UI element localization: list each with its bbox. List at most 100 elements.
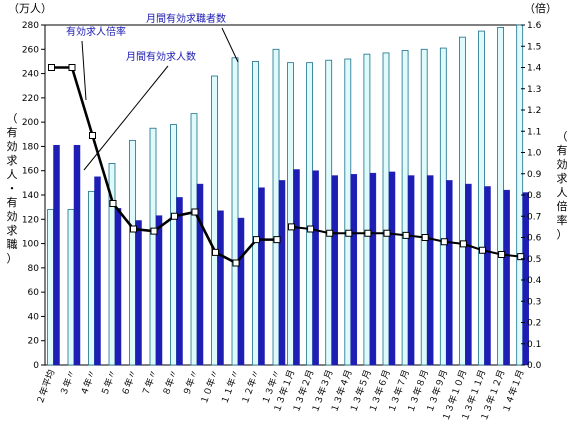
annual-category-label: ４年〃: [78, 368, 99, 397]
left-tick-label: 140: [22, 191, 39, 201]
right-axis-label: （有効求人倍率）: [557, 130, 568, 241]
right-axis-label-char: 効: [557, 157, 568, 171]
annual-ratio-marker: [212, 248, 219, 256]
monthly-seekers-bar: [325, 59, 333, 366]
monthly-seekers-bar: [382, 52, 390, 366]
left-axis-label-char: 人: [7, 168, 18, 181]
right-axis-label-char: ）: [557, 228, 568, 241]
annual-seekers-bar: [252, 61, 259, 366]
left-axis-label-char: 有: [7, 125, 18, 139]
monthly-openings-bar: [446, 180, 453, 366]
monthly-ratio-marker: [364, 229, 372, 237]
left-tick-label: 180: [22, 142, 39, 152]
left-tick-label: 100: [22, 240, 39, 250]
right-tick-label: 1.2: [527, 106, 541, 116]
monthly-openings-bar: [369, 172, 377, 366]
annual-category-label: ２年平均: [34, 368, 58, 406]
annual-seekers-bar: [190, 113, 198, 366]
annual-ratio-marker: [191, 208, 199, 216]
annual-openings-bar: [135, 220, 142, 366]
left-axis-label-char: ）: [7, 252, 18, 265]
right-tick-label: 0.7: [527, 212, 541, 222]
left-axis-label-char: ・: [7, 182, 18, 195]
annual-seekers-bar: [149, 127, 157, 366]
monthly-ratio-marker: [402, 231, 410, 239]
right-axis-label-char: 倍: [557, 199, 568, 213]
annual-ratio-marker: [273, 236, 281, 244]
annual-seekers-bar: [211, 75, 218, 366]
annual-seekers-bar: [88, 190, 95, 366]
annual-ratio-marker: [68, 64, 76, 71]
right-axis-label-char: 有: [557, 143, 568, 157]
monthly-openings-bar: [312, 170, 319, 366]
annual-category-label: １０年〃: [198, 368, 222, 406]
annual-ratio-marker: [253, 236, 260, 244]
annual-ratio-marker: [48, 64, 55, 71]
annual-seekers-bar: [231, 57, 239, 366]
left-tick-label: 80: [28, 264, 40, 274]
annual-category-label: ９年〃: [180, 368, 201, 397]
monthly-ratio-marker: [421, 234, 429, 241]
monthly-ratio-marker: [383, 229, 391, 237]
left-axis-label: （有効求人・有効求職）: [7, 112, 18, 265]
monthly-seekers-bar: [363, 53, 371, 366]
monthly-ratio-marker: [307, 225, 315, 233]
right-tick-label: 0.0: [527, 361, 542, 371]
right-tick-label: 1.3: [527, 85, 541, 95]
monthly-openings-bar: [388, 171, 396, 366]
left-tick-label: 220: [22, 94, 39, 104]
annual-seekers-bar: [272, 48, 280, 366]
right-tick-label: 0.1: [527, 340, 541, 350]
left-axis-label-char: 有: [7, 195, 18, 209]
right-tick-label: 0.4: [527, 276, 542, 286]
monthly-openings-bar: [350, 174, 358, 366]
left-axis-label-char: 求: [7, 224, 18, 237]
right-tick-label: 1.1: [527, 127, 541, 137]
left-tick-label: 40: [28, 312, 40, 322]
annual-category-label: ７年〃: [139, 368, 160, 397]
right-axis-label-char: 人: [557, 186, 568, 199]
right-unit-label: （倍）: [524, 1, 557, 15]
left-tick-label: 160: [22, 167, 39, 177]
left-tick-label: 0: [33, 361, 39, 371]
annual-category-label: １２年〃: [239, 368, 263, 406]
openings-annotation-leader: [83, 65, 169, 171]
monthly-ratio-marker: [440, 238, 448, 246]
monthly-seekers-bar: [420, 48, 428, 366]
right-tick-label: 0.6: [527, 234, 542, 244]
right-tick-label: 1.4: [527, 64, 542, 74]
annual-ratio-marker: [89, 132, 96, 139]
annual-openings-bar: [258, 187, 265, 366]
monthly-ratio-marker: [459, 240, 467, 248]
left-tick-label: 280: [22, 21, 39, 31]
annual-seekers-bar: [47, 209, 54, 366]
monthly-openings-bar: [522, 192, 529, 366]
monthly-seekers-bar: [497, 27, 505, 366]
annual-ratio-marker: [109, 200, 117, 207]
left-axis-label-char: 求: [7, 154, 18, 167]
monthly-ratio-marker: [288, 223, 295, 231]
monthly-seekers-bar: [478, 30, 485, 366]
annual-openings-bar: [94, 176, 101, 366]
annual-seekers-bar: [129, 139, 136, 366]
right-tick-label: 0.9: [527, 170, 542, 180]
seekers-annotation: 月間有効求職者数: [146, 12, 226, 25]
monthly-seekers-bar: [458, 36, 466, 366]
annual-category-label: ５年〃: [98, 368, 119, 397]
annual-ratio-marker: [171, 212, 178, 220]
annual-openings-bar: [237, 217, 245, 366]
left-tick-label: 260: [22, 45, 39, 55]
ratio-annotation-leader: [81, 40, 87, 101]
left-unit-label: （万人）: [8, 2, 52, 15]
annual-openings-bar: [176, 197, 183, 366]
left-axis-label-char: 効: [7, 139, 18, 153]
annual-category-label: ６年〃: [119, 368, 140, 397]
monthly-openings-bar: [331, 175, 338, 366]
left-tick-label: 200: [22, 118, 39, 128]
annual-openings-bar: [73, 144, 81, 366]
right-tick-label: 0.5: [527, 255, 541, 265]
annual-category-label: ３年〃: [57, 368, 78, 397]
monthly-ratio-marker: [345, 229, 353, 237]
monthly-ratio-marker: [517, 253, 525, 261]
